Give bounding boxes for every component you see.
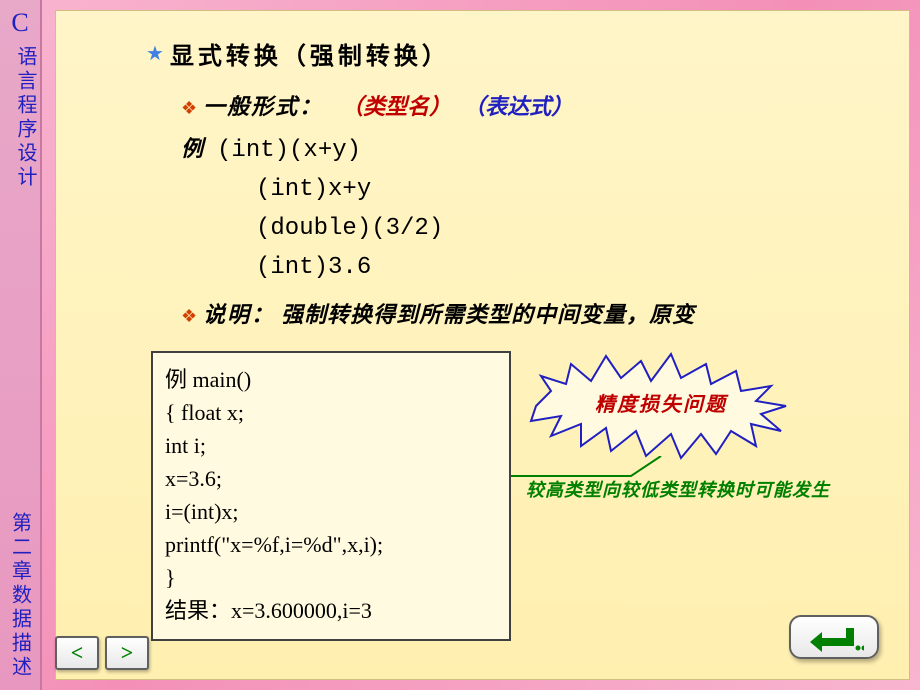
bullet-general-form: ❖ 一般形式： （类型名） （表达式）: [181, 89, 879, 121]
burst-text: 精度损失问题: [516, 388, 806, 417]
code-box-line: 例 main(): [165, 363, 497, 396]
sidebar-title-top: 语言程序设计: [0, 46, 40, 190]
slide-background: C 语言程序设计 第二章数据描述 ★ 显式转换（强制转换） ❖ 一般形式： （类…: [0, 0, 920, 690]
desc-label: 说明：: [203, 297, 275, 329]
return-button[interactable]: [789, 615, 879, 659]
diamond-icon: ❖: [181, 98, 197, 119]
expr-name: （表达式）: [463, 89, 573, 121]
note-text: 较高类型向较低类型转换时可能发生: [526, 476, 830, 502]
code-box-line: { float x;: [165, 396, 497, 429]
bullet-description: ❖ 说明： 强制转换得到所需类型的中间变量，原变: [181, 297, 879, 329]
bullet-label: 一般形式：: [203, 89, 323, 121]
return-arrow-icon: [804, 622, 864, 652]
code-box-line: int i;: [165, 429, 497, 462]
code-box-line: }: [165, 561, 497, 594]
title-text: 显式转换（强制转换）: [170, 36, 450, 71]
code-box-line: 结果：x=3.600000,i=3: [165, 594, 497, 627]
code-line-0: (int)(x+y): [217, 137, 361, 164]
code-box-line: i=(int)x;: [165, 495, 497, 528]
next-button[interactable]: >: [105, 636, 149, 670]
code-line-2: (double)(3/2): [256, 215, 879, 242]
diamond-icon: ❖: [181, 306, 197, 327]
code-line-1: (int)x+y: [256, 176, 879, 203]
nav-buttons: < >: [55, 636, 149, 670]
burst-callout: 精度损失问题: [516, 346, 806, 466]
code-example-box: 例 main() { float x; int i; x=3.6; i=(int…: [151, 351, 511, 641]
prev-button[interactable]: <: [55, 636, 99, 670]
star-icon: ★: [146, 41, 164, 66]
example-label: 例: [181, 131, 203, 163]
type-name: （类型名）: [341, 89, 451, 121]
left-sidebar: C 语言程序设计 第二章数据描述: [0, 0, 42, 690]
code-box-line: printf("x=%f,i=%d",x,i);: [165, 528, 497, 561]
example-row: 例 (int)(x+y): [86, 131, 879, 164]
code-line-3: (int)3.6: [256, 254, 879, 281]
sidebar-title-bottom: 第二章数据描述: [6, 512, 35, 680]
slide-title: ★ 显式转换（强制转换）: [146, 36, 879, 71]
code-box-line: x=3.6;: [165, 462, 497, 495]
content-area: ★ 显式转换（强制转换） ❖ 一般形式： （类型名） （表达式） 例 (int)…: [55, 10, 910, 680]
sidebar-letter: C: [0, 8, 40, 38]
desc-text: 强制转换得到所需类型的中间变量，原变: [281, 297, 695, 329]
